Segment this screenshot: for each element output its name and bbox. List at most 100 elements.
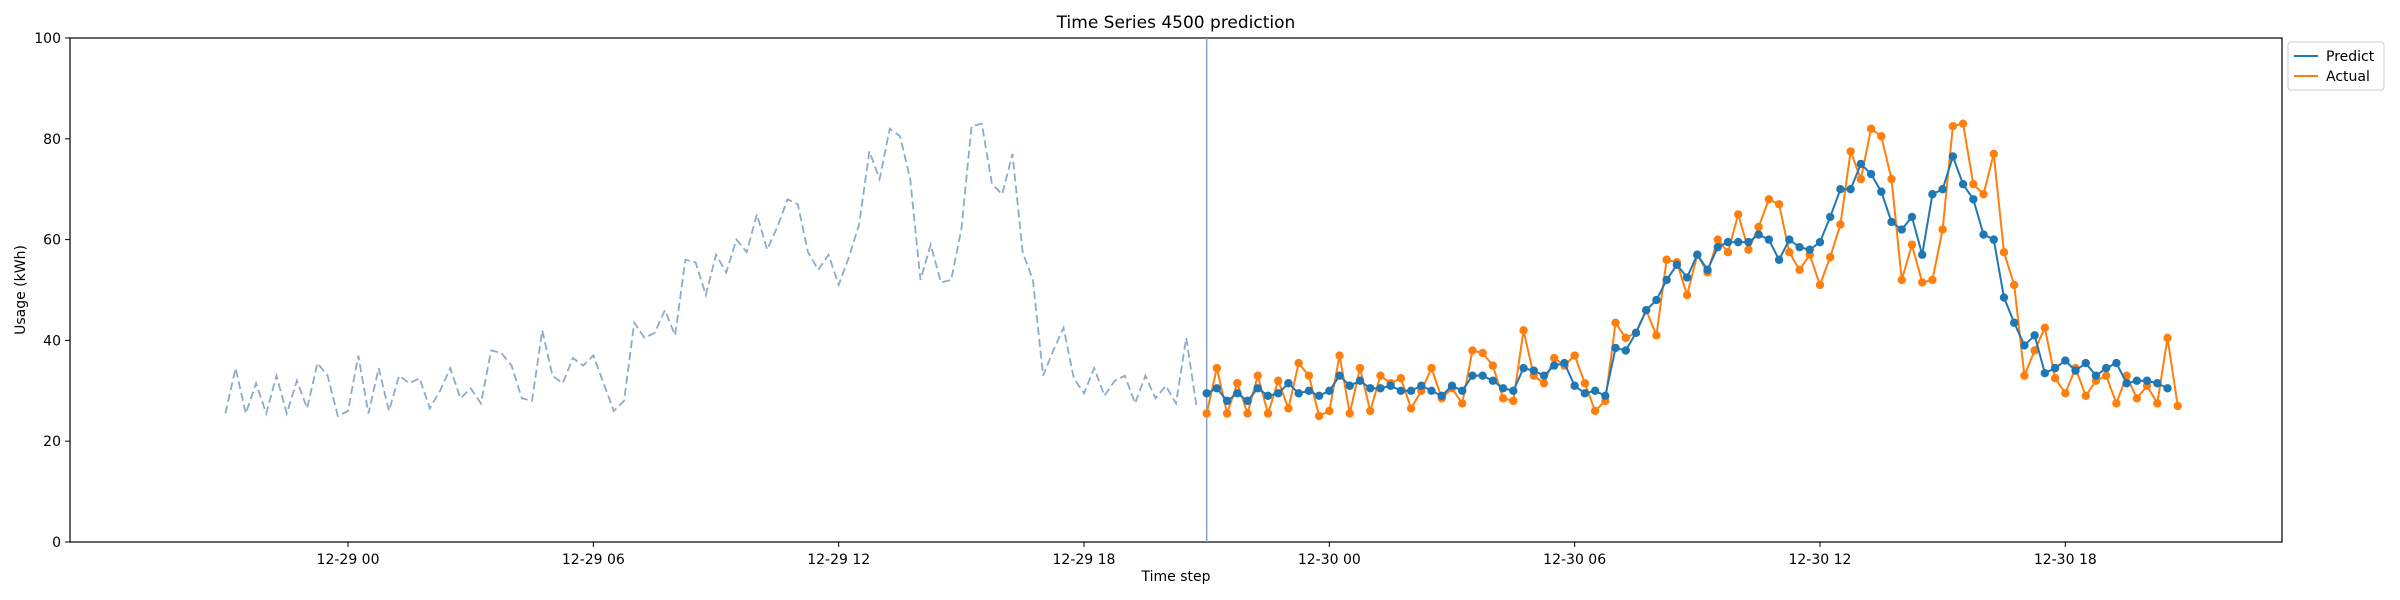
x-axis: 12-29 00 12-29 06 12-29 12 12-29 18 12-30 00… — [317, 542, 2097, 568]
data-point-predict — [1284, 379, 1293, 388]
data-point-actual — [1498, 394, 1508, 403]
data-point-actual — [2081, 391, 2090, 401]
series-layer — [1202, 119, 2182, 421]
data-point-predict — [1907, 212, 1917, 222]
data-point-predict — [2122, 379, 2131, 388]
data-point-predict — [1202, 389, 1211, 398]
data-point-actual — [1263, 409, 1273, 418]
data-point-predict — [1897, 225, 1906, 234]
data-point-predict — [1713, 242, 1722, 252]
data-point-actual — [1764, 195, 1774, 204]
data-point-predict — [2030, 331, 2039, 340]
data-point-predict — [2071, 366, 2080, 375]
data-point-actual — [1795, 265, 1804, 275]
data-point-actual — [1366, 406, 1375, 416]
data-point-predict — [2091, 371, 2101, 380]
x-tick-label: 12-30 00 — [1298, 552, 1361, 568]
data-point-predict — [2153, 379, 2162, 388]
chart-title: Time Series 4500 prediction — [1056, 13, 1296, 33]
data-point-actual — [1314, 411, 1324, 421]
data-point-actual — [1488, 361, 1498, 370]
data-point-predict — [2009, 318, 2019, 327]
data-point-predict — [1601, 391, 1610, 401]
data-point-actual — [1928, 275, 1937, 285]
data-point-actual — [2050, 374, 2060, 383]
data-point-predict — [1468, 371, 1477, 380]
data-point-predict — [1642, 305, 1651, 315]
data-point-predict — [1539, 371, 1549, 380]
data-point-predict — [1958, 179, 1968, 189]
data-point-actual — [1376, 371, 1385, 380]
data-point-actual — [1754, 222, 1763, 232]
data-point-predict — [1560, 358, 1569, 368]
data-point-predict — [1590, 386, 1600, 395]
data-point-actual — [1304, 371, 1314, 380]
data-point-predict — [1733, 237, 1743, 247]
data-point-actual — [1846, 147, 1855, 156]
data-point-actual — [1713, 235, 1722, 244]
data-point-predict — [2142, 376, 2152, 385]
data-point-actual — [1274, 376, 1283, 385]
data-point-predict — [2163, 384, 2172, 393]
data-point-actual — [1877, 132, 1886, 141]
data-point-predict — [1345, 381, 1354, 390]
data-point-actual — [1468, 346, 1477, 355]
data-point-actual — [1856, 174, 1866, 184]
data-point-predict — [1294, 389, 1303, 398]
data-point-predict — [1519, 363, 1528, 373]
x-tick-label: 12-30 18 — [2034, 552, 2097, 568]
data-point-actual — [1652, 331, 1661, 340]
data-point-actual — [1774, 200, 1784, 209]
data-point-predict — [1682, 273, 1692, 282]
data-point-predict — [1386, 381, 1395, 390]
history-series-line — [224, 122, 1198, 418]
data-point-predict — [1396, 386, 1406, 395]
data-point-predict — [1805, 245, 1814, 254]
data-point-predict — [1948, 152, 1958, 161]
data-point-actual — [1836, 220, 1845, 229]
x-tick-label: 12-29 06 — [562, 552, 625, 568]
data-point-actual — [1825, 253, 1835, 262]
data-point-predict — [1938, 185, 1947, 194]
data-point-actual — [1355, 363, 1365, 373]
data-point-actual — [1969, 179, 1978, 189]
data-point-actual — [1999, 248, 2009, 257]
data-point-predict — [1529, 366, 1538, 375]
data-point-actual — [2101, 371, 2111, 380]
data-point-predict — [1417, 381, 1426, 390]
data-point-actual — [1396, 374, 1406, 383]
x-tick-label: 12-29 00 — [317, 552, 380, 568]
data-point-predict — [1437, 391, 1446, 401]
data-point-actual — [1815, 280, 1825, 290]
data-point-predict — [1366, 384, 1375, 393]
data-point-actual — [1539, 379, 1549, 388]
data-point-predict — [1631, 328, 1641, 338]
data-point-actual — [1989, 149, 1998, 159]
data-point-predict — [1212, 384, 1222, 393]
data-point-predict — [2101, 363, 2111, 373]
data-point-predict — [1447, 381, 1457, 390]
data-point-actual — [1958, 119, 1968, 128]
data-point-actual — [1294, 358, 1303, 368]
data-point-actual — [2173, 401, 2182, 411]
data-point-predict — [1427, 386, 1436, 395]
data-point-predict — [1764, 235, 1774, 244]
data-point-actual — [1406, 404, 1416, 413]
data-point-actual — [1590, 406, 1600, 416]
data-point-predict — [1877, 187, 1886, 196]
data-point-actual — [2163, 333, 2172, 343]
data-point-actual — [2061, 389, 2070, 398]
data-point-predict — [1355, 376, 1365, 385]
data-point-predict — [1846, 185, 1855, 194]
plot-frame — [69, 37, 2283, 543]
data-point-predict — [1458, 386, 1467, 395]
y-tick-label: 100 — [34, 31, 61, 47]
data-point-predict — [1498, 384, 1508, 393]
x-axis-title: Time step — [1141, 569, 1211, 585]
data-point-actual — [1733, 210, 1743, 219]
data-point-actual — [1570, 351, 1579, 360]
data-point-actual — [1345, 409, 1354, 418]
data-point-predict — [1836, 185, 1845, 194]
data-point-predict — [1488, 376, 1498, 385]
